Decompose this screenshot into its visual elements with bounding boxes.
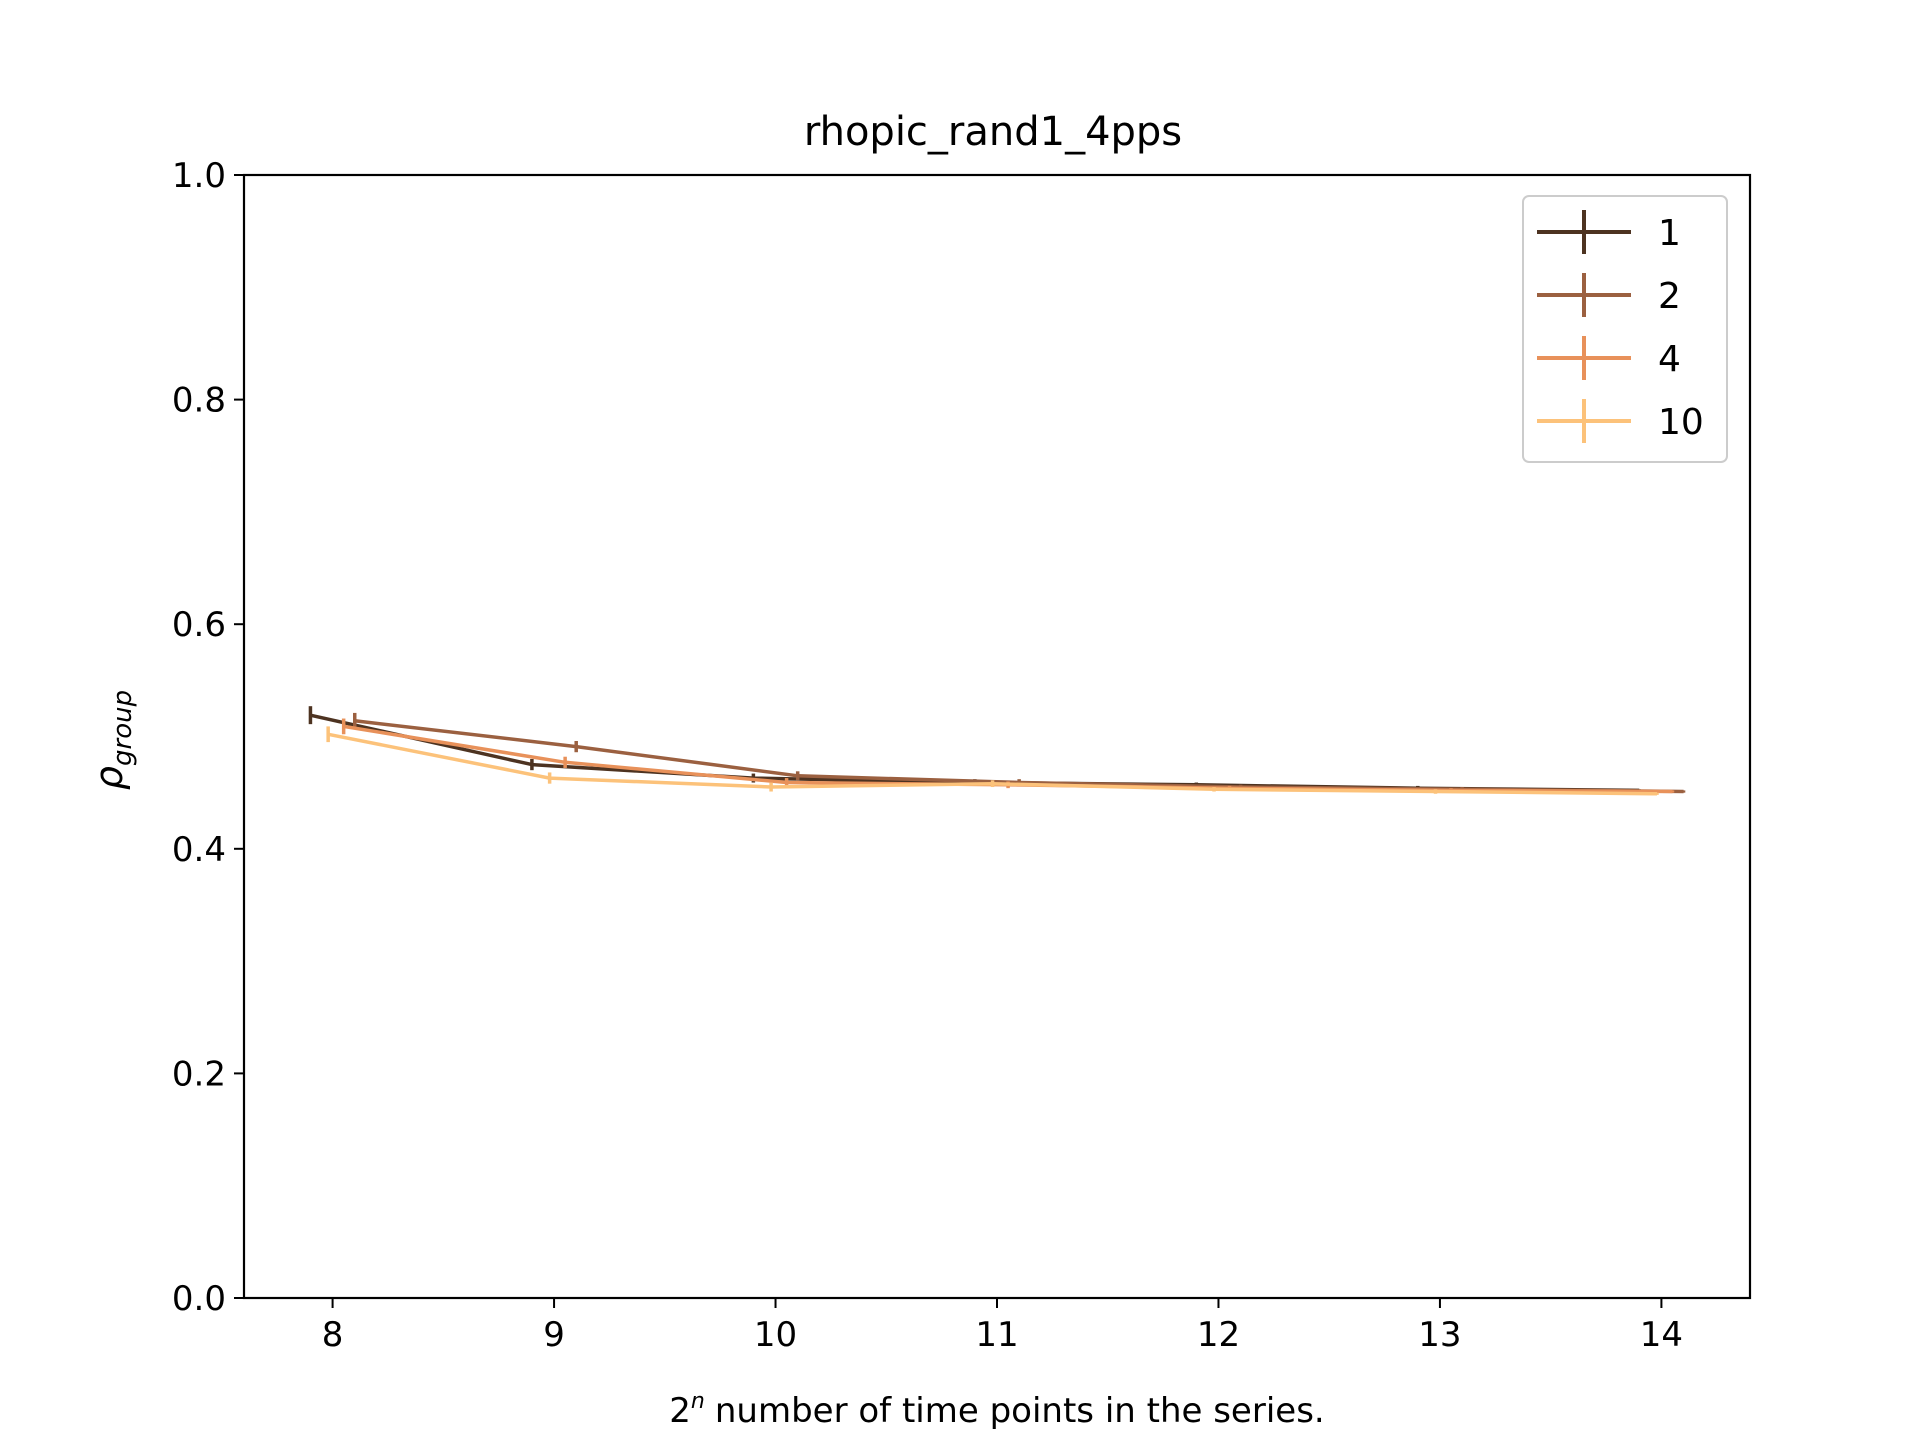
legend-label-1: 1 bbox=[1658, 213, 1681, 254]
x-tick-label: 9 bbox=[543, 1315, 565, 1355]
legend-label-10: 10 bbox=[1658, 402, 1704, 443]
y-tick-label: 0.4 bbox=[172, 830, 226, 870]
legend-label-4: 4 bbox=[1658, 339, 1681, 380]
legend-frame bbox=[1522, 195, 1728, 463]
y-tick-label: 0.8 bbox=[172, 381, 226, 421]
x-tick-label: 14 bbox=[1640, 1315, 1683, 1355]
x-axis-label-text: number of time points in the series. bbox=[715, 1391, 1325, 1431]
y-axis-label-subscript: group bbox=[108, 690, 138, 766]
y-tick-label: 0.2 bbox=[172, 1054, 226, 1094]
y-tick-label: 0.6 bbox=[172, 605, 226, 645]
x-tick-label: 10 bbox=[754, 1315, 797, 1355]
x-axis-label: 2n number of time points in the series. bbox=[669, 1389, 1324, 1431]
y-axis: 0.0 0.2 0.4 0.6 0.8 1.0 bbox=[172, 156, 244, 1319]
x-axis-label-base: 2 bbox=[669, 1391, 691, 1431]
x-axis: 8 9 10 11 12 13 14 bbox=[322, 1298, 1683, 1355]
legend-label-2: 2 bbox=[1658, 276, 1681, 317]
chart-title: rhopic_rand1_4pps bbox=[804, 109, 1182, 155]
x-tick-label: 13 bbox=[1418, 1315, 1461, 1355]
x-tick-label: 11 bbox=[975, 1315, 1018, 1355]
y-axis-label-symbol: ρ bbox=[87, 766, 131, 790]
y-tick-label: 0.0 bbox=[172, 1279, 226, 1319]
y-axis-label: ρgroup bbox=[87, 690, 138, 790]
y-tick-label: 1.0 bbox=[172, 156, 226, 196]
x-axis-label-superscript: n bbox=[691, 1389, 705, 1414]
x-tick-label: 12 bbox=[1197, 1315, 1240, 1355]
x-tick-label: 8 bbox=[322, 1315, 344, 1355]
plot-area bbox=[308, 706, 1686, 796]
legend: 1 2 4 10 bbox=[1522, 195, 1728, 463]
